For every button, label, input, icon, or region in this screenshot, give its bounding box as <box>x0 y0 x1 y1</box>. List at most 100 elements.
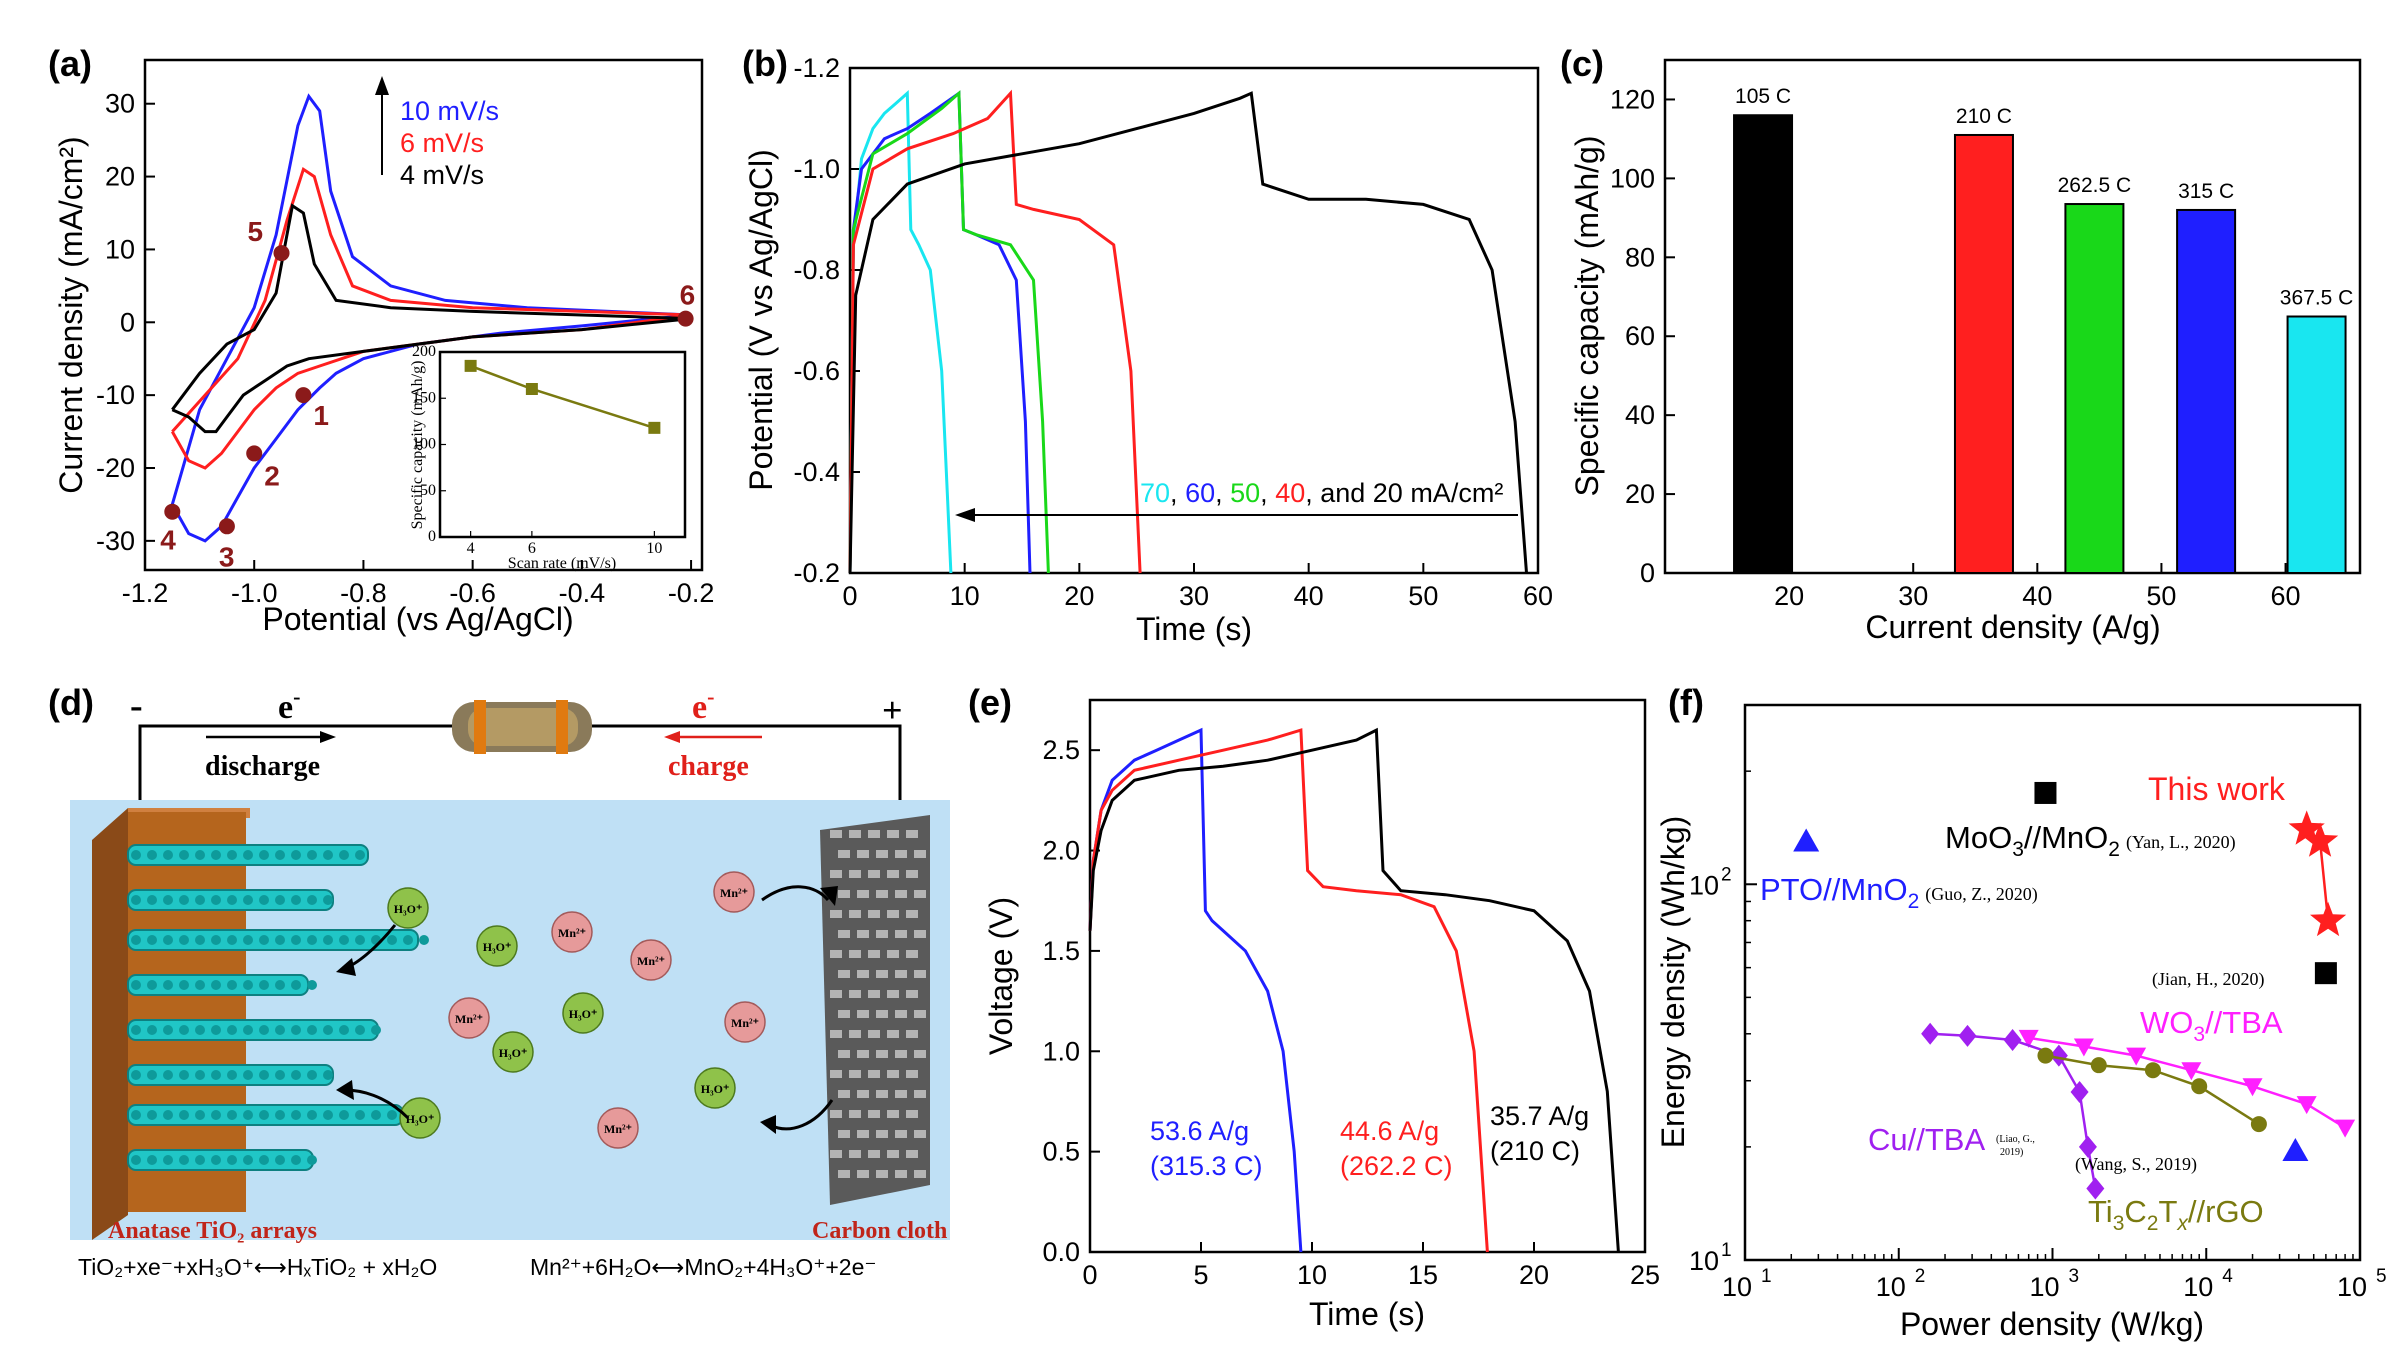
f-point-5-4 <box>2242 1078 2263 1097</box>
nanorod-5-bead-0 <box>131 1070 141 1080</box>
panel-a-ylabel: Current density (mA/cm²) <box>53 136 89 493</box>
c-ytick-label-4: 80 <box>1625 242 1655 272</box>
nanorod-2 <box>127 929 419 951</box>
f-point-7-3 <box>2191 1078 2208 1095</box>
nanorod-3-bead-11 <box>307 980 317 990</box>
cloth-cell-11-0 <box>838 1050 850 1058</box>
a-ytick-label-5: 20 <box>105 162 135 192</box>
panel-c-bars: 105 C 210 C 262.5 C 315 C 367.5 C <box>1733 85 2353 575</box>
inset-point-1 <box>525 383 538 395</box>
ti-g: //rGO <box>2188 1194 2264 1229</box>
cloth-cell-2-1 <box>849 870 861 878</box>
cloth-cell-9-2 <box>876 1010 888 1018</box>
cloth-cell-1-4 <box>914 850 926 858</box>
b-xtick-label-1: 10 <box>950 581 980 611</box>
panel-b-xlabel: Time (s) <box>1136 611 1252 647</box>
f-point-0-2 <box>2310 901 2347 937</box>
nanorod-4-bead-15 <box>371 1025 381 1035</box>
cloth-cell-12-0 <box>830 1070 842 1078</box>
ann-262-2: (262.2 C) <box>1340 1151 1453 1181</box>
equation-left: TiO₂+xe⁻+xH₃O⁺⟷HₓTiO₂ + xH₂O <box>78 1254 437 1280</box>
b-ytick-label-4: -0.4 <box>793 457 840 487</box>
f-point-5-6 <box>2335 1119 2356 1138</box>
a-point-label-3: 3 <box>219 541 235 572</box>
f-point-6-4 <box>2070 1080 2089 1103</box>
nanorod-1-bead-7 <box>243 895 253 905</box>
f-point-4-0 <box>2282 1138 2309 1162</box>
cloth-cell-16-0 <box>830 1150 842 1158</box>
cloth-cell-16-2 <box>868 1150 880 1158</box>
nanorod-3-bead-1 <box>147 980 157 990</box>
e-ytick-label-3: 1.5 <box>1042 936 1080 966</box>
cloth-cell-10-4 <box>906 1030 918 1038</box>
cloth-cell-9-1 <box>857 1010 869 1018</box>
ann-44-6: 44.6 A/g <box>1340 1116 1439 1146</box>
panel-f-label: (f) <box>1668 682 1704 723</box>
ion-arrow-heads <box>336 886 838 1134</box>
ann-210: (210 C) <box>1490 1136 1580 1166</box>
nanorod-2-bead-11 <box>307 935 317 945</box>
c-bar-0 <box>1733 114 1794 574</box>
cloth-cell-6-0 <box>830 950 842 958</box>
panel-e-curves <box>1088 727 1620 1253</box>
nanorod-2-bead-3 <box>179 935 189 945</box>
h3o-ion-label-1: H₃O⁺ <box>483 940 512 954</box>
electron-left: e- <box>278 684 300 726</box>
panel-f-ticks: 10 1 10 2 10 3 10 4 10 510 110 2 <box>1689 704 2387 1302</box>
cloth-cell-11-2 <box>876 1050 888 1058</box>
f-point-6-5 <box>2078 1135 2097 1158</box>
panel-e-ylabel: Voltage (V) <box>983 897 1019 1055</box>
nanorod-4-bead-4 <box>195 1025 205 1035</box>
cloth-cell-7-0 <box>838 970 850 978</box>
nanorod-6-bead-10 <box>291 1110 301 1120</box>
f-line-6 <box>1930 1032 2097 1189</box>
nanorod-4-bead-0 <box>131 1025 141 1035</box>
nanorod-0-bead-7 <box>243 850 253 860</box>
cloth-cell-5-4 <box>914 930 926 938</box>
nanorod-1-bead-4 <box>195 895 205 905</box>
nanorod-2-bead-8 <box>259 935 269 945</box>
nanorod-6-bead-6 <box>227 1110 237 1120</box>
cloth-cell-1-1 <box>857 850 869 858</box>
a-point-2 <box>246 445 263 462</box>
c-ytick-label-2: 40 <box>1625 400 1655 430</box>
arrow-h3o-3-head <box>760 1115 776 1134</box>
nanorod-6-bead-16 <box>387 1110 397 1120</box>
f-point-3-0 <box>1793 828 1820 852</box>
cloth-cell-3-0 <box>838 890 850 898</box>
e-ytick-label-2: 1.0 <box>1042 1036 1080 1066</box>
e-xtick-label-0: 0 <box>1082 1260 1097 1290</box>
nanorod-4-bead-12 <box>323 1025 333 1035</box>
f-point-7-2 <box>2144 1062 2161 1079</box>
nanorod-0-bead-9 <box>275 850 285 860</box>
inset-xtick-label-0: 4 <box>467 540 475 557</box>
a-ytick-label-1: -20 <box>96 453 135 483</box>
b-curve-2 <box>848 90 1050 574</box>
e-ytick-label-5: 2.5 <box>1042 735 1080 765</box>
panel-d: (d) - + e- discharge e- charge <box>48 682 950 1280</box>
cloth-cell-11-4 <box>914 1050 926 1058</box>
ti-f: x <box>2176 1212 2189 1235</box>
mn-ion-label-0: Mn²⁺ <box>558 926 586 940</box>
nanorod-4-bead-7 <box>243 1025 253 1035</box>
nanorod-1-bead-1 <box>147 895 157 905</box>
cloth-cell-10-3 <box>887 1030 899 1038</box>
nanorod-6-bead-2 <box>163 1110 173 1120</box>
moo3-ref: (Yan, L., 2020) <box>2126 832 2236 853</box>
cloth-cell-13-3 <box>895 1090 907 1098</box>
b-xtick-label-6: 60 <box>1523 581 1553 611</box>
c-bar-2 <box>2064 203 2125 575</box>
wo3-a: WO <box>2140 1005 2193 1040</box>
inset-xtick-label-2: 10 <box>646 540 662 557</box>
cloth-cell-8-2 <box>868 990 880 998</box>
cloth-cell-14-0 <box>830 1110 842 1118</box>
ti-c: C <box>2124 1194 2146 1229</box>
carbon-cloth-weave <box>830 830 926 1178</box>
nanorod-2-bead-6 <box>227 935 237 945</box>
c-bar-3 <box>2176 208 2237 574</box>
cloth-cell-11-1 <box>857 1050 869 1058</box>
a-xtick-label-4: -0.4 <box>559 578 606 608</box>
nanorod-6-bead-8 <box>259 1110 269 1120</box>
nanorod-7-bead-2 <box>163 1155 173 1165</box>
